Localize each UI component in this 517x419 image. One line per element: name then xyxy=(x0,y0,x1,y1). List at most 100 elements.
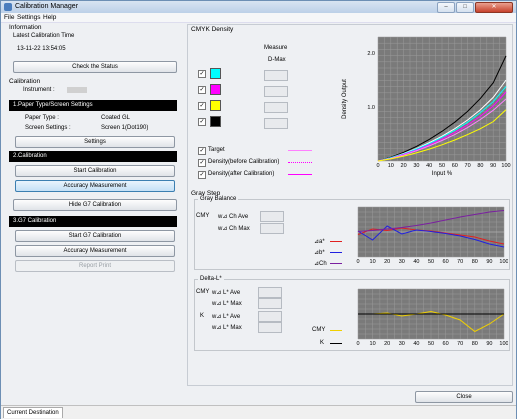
series-line-0 xyxy=(377,55,507,162)
screen-settings-value: Screen 1(Dot190) xyxy=(101,125,149,131)
x-tick-label: 10 xyxy=(370,341,376,347)
x-tick-label: 20 xyxy=(384,259,390,265)
x-tick-label: 60 xyxy=(443,259,449,265)
gray-balance-label: Gray Balance xyxy=(198,196,239,202)
before-cal-checkbox[interactable]: ✓ xyxy=(198,159,206,167)
latest-calibration-value: 13-11-22 13:54:05 xyxy=(17,46,66,52)
k-legend-label: K xyxy=(320,340,325,346)
series-line-5 xyxy=(377,109,507,162)
x-tick-label: 70 xyxy=(457,341,463,347)
db-legend-line xyxy=(330,252,342,253)
left-panel: Information Latest Calibration Time 13-1… xyxy=(7,24,177,404)
close-window-button[interactable]: ✕ xyxy=(475,2,513,13)
series-line-2 xyxy=(377,86,507,162)
x-tick-label: 20 xyxy=(384,341,390,347)
dch-legend-line xyxy=(330,263,342,264)
latest-calibration-label: Latest Calibration Time xyxy=(13,33,75,39)
start-calibration-button[interactable]: Start Calibration xyxy=(15,165,175,177)
x-tick-label: 50 xyxy=(428,341,434,347)
g7-accuracy-measurement-button[interactable]: Accuracy Measurement xyxy=(15,245,175,257)
cmy-l-max-label: w⊿ L* Max xyxy=(212,301,242,307)
accuracy-measurement-button[interactable]: Accuracy Measurement xyxy=(15,180,175,192)
y-tick-label: 2.0 xyxy=(367,51,375,57)
menu-help[interactable]: Help xyxy=(43,14,57,21)
app-icon xyxy=(4,3,12,11)
start-g7-calibration-button[interactable]: Start G7 Calibration xyxy=(15,230,175,242)
series-line-4 xyxy=(377,98,507,162)
black-checkbox[interactable]: ✓ xyxy=(198,118,206,126)
ch-ave-field xyxy=(260,211,284,222)
magenta-checkbox[interactable]: ✓ xyxy=(198,86,206,94)
delta-l-cmy-label: CMY xyxy=(196,289,210,295)
delta-l-chart: 0 10 20 30 40 50 60 70 80 90 100 xyxy=(356,288,508,347)
window-title: Calibration Manager xyxy=(15,3,79,10)
report-print-button[interactable]: Report Print xyxy=(15,260,175,272)
legend-target-line xyxy=(288,150,312,151)
x-tick-label: 80 xyxy=(477,163,483,169)
gray-balance-cmy-label: CMY xyxy=(196,213,210,219)
x-tick-label: 40 xyxy=(413,259,419,265)
delta-l-label: Delta-L* xyxy=(198,276,224,282)
k-l-max-label: w⊿ L* Max xyxy=(212,325,242,331)
y-tick-label: 1.0 xyxy=(367,105,375,111)
screen-settings-label: Screen Settings : xyxy=(25,125,71,131)
x-tick-label: 40 xyxy=(426,163,432,169)
x-tick-label: 90 xyxy=(486,259,492,265)
ch-max-field xyxy=(260,223,284,234)
cmyk-density-chart: 0 10 20 30 40 50 60 70 80 90 100 1.0 2.0 Input % Densi… xyxy=(342,36,511,177)
x-tick-label: 100 xyxy=(499,259,508,265)
settings-button[interactable]: Settings xyxy=(15,136,175,148)
x-tick-label: 80 xyxy=(472,341,478,347)
x-tick-label: 100 xyxy=(499,341,508,347)
y-axis-label: Density Output xyxy=(342,79,348,119)
after-cal-checkbox[interactable]: ✓ xyxy=(198,171,206,179)
legend-before-label: Density(before Calibration) xyxy=(208,159,280,165)
x-tick-label: 20 xyxy=(401,163,407,169)
current-destination-tab[interactable]: Current Destination xyxy=(3,407,63,418)
magenta-dmax-field xyxy=(264,86,288,97)
x-tick-label: 70 xyxy=(465,163,471,169)
target-checkbox[interactable]: ✓ xyxy=(198,147,206,155)
k-l-max-field xyxy=(258,322,282,333)
close-button[interactable]: Close xyxy=(415,391,513,403)
hide-g7-calibration-button[interactable]: Hide G7 Calibration xyxy=(13,199,177,211)
magenta-swatch xyxy=(210,84,221,95)
yellow-checkbox[interactable]: ✓ xyxy=(198,102,206,110)
paper-type-value: Coated GL xyxy=(101,115,131,121)
legend-before-line xyxy=(288,162,312,163)
maximize-button[interactable]: □ xyxy=(456,2,474,13)
k-l-ave-field xyxy=(258,311,282,322)
x-tick-label: 30 xyxy=(413,163,419,169)
gray-balance-group xyxy=(194,199,510,270)
instrument-label: Instrument : xyxy=(23,87,55,93)
yellow-swatch xyxy=(210,100,221,111)
ch-max-label: w⊿ Ch Max xyxy=(218,226,250,232)
minimize-button[interactable]: – xyxy=(437,2,455,13)
menu-settings[interactable]: Settings xyxy=(17,14,41,21)
menu-file[interactable]: File xyxy=(4,14,15,21)
x-tick-label: 0 xyxy=(376,163,379,169)
x-tick-label: 70 xyxy=(457,259,463,265)
cyan-checkbox[interactable]: ✓ xyxy=(198,70,206,78)
series-line-0 xyxy=(358,310,505,333)
series-line-1 xyxy=(357,225,505,248)
paper-type-label: Paper Type : xyxy=(25,115,59,121)
x-tick-label: 90 xyxy=(490,163,496,169)
da-legend-line xyxy=(330,241,342,242)
status-bar: Current Destination xyxy=(1,405,516,419)
right-panel: CMYK Density Measure D-Max ✓ ✓ ✓ ✓ ✓ Tar… xyxy=(187,24,513,386)
x-tick-label: 50 xyxy=(428,259,434,265)
x-tick-label: 10 xyxy=(370,259,376,265)
x-tick-label: 40 xyxy=(413,341,419,347)
x-tick-label: 0 xyxy=(356,341,359,347)
x-tick-label: 60 xyxy=(452,163,458,169)
dch-legend-label: ⊿Ch xyxy=(314,261,327,267)
legend-target-label: Target xyxy=(208,147,225,153)
x-tick-label: 50 xyxy=(439,163,445,169)
x-tick-label: 90 xyxy=(486,341,492,347)
cmy-legend-label: CMY xyxy=(312,327,326,333)
check-status-button[interactable]: Check the Status xyxy=(13,61,177,73)
cmy-l-ave-field xyxy=(258,287,282,298)
x-tick-label: 30 xyxy=(399,259,405,265)
